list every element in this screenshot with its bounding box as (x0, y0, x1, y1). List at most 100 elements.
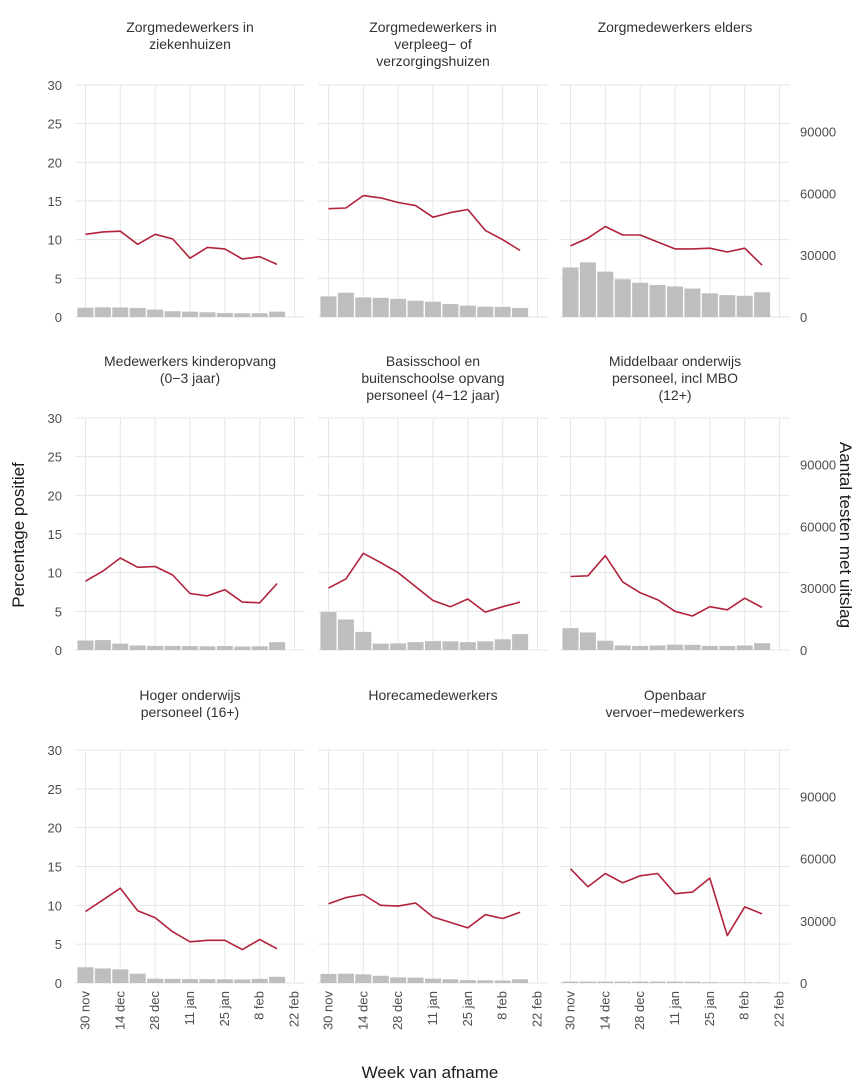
percent-positive-line (570, 225, 763, 266)
x-tick-label: 25 jan (702, 991, 717, 1026)
tests-bar (94, 640, 111, 650)
panel-title: Zorgmedewerkers in (126, 19, 254, 35)
y-tick-label-left: 15 (48, 527, 62, 542)
panel-title: personeel (16+) (141, 704, 239, 720)
tests-bar (579, 632, 596, 650)
tests-bar (390, 977, 407, 983)
tests-bar (355, 974, 372, 983)
y-tick-label-left: 10 (48, 566, 62, 581)
y-tick-label-left: 25 (48, 782, 62, 797)
tests-bar (181, 979, 199, 983)
tests-bar (579, 262, 596, 317)
tests-bar (269, 976, 286, 983)
panel-title: vervoer−medewerkers (606, 704, 745, 720)
tests-bar (147, 645, 164, 650)
y-tick-label-right: 0 (800, 643, 807, 658)
tests-bar (147, 978, 164, 983)
x-tick-label: 25 jan (460, 991, 475, 1026)
tests-bar (390, 298, 407, 317)
tests-bar (164, 645, 181, 650)
tests-bar (181, 646, 199, 650)
x-tick-label: 28 dec (390, 991, 405, 1031)
y-tick-label-left: 20 (48, 821, 62, 836)
tests-bar (77, 640, 94, 650)
tests-bar (129, 973, 146, 983)
panel-title: personeel (4−12 jaar) (366, 387, 499, 403)
tests-bar (337, 973, 354, 983)
tests-bar (614, 279, 631, 317)
x-axis-title: Week van afname (362, 1063, 499, 1082)
tests-bar (424, 978, 442, 983)
y-tick-label-right: 0 (800, 310, 807, 325)
tests-bar (562, 981, 579, 983)
tests-bar (320, 973, 337, 983)
x-tick-label: 14 dec (355, 991, 370, 1031)
tests-bar (216, 313, 233, 317)
panel-title: Zorgmedewerkers in (369, 19, 497, 35)
tests-bar (164, 311, 181, 317)
y-tick-label-right: 30000 (800, 581, 836, 596)
panel-3: Zorgmedewerkers elders 0 30000 60000 90000 (560, 19, 836, 325)
tests-bar (234, 979, 251, 983)
tests-bar (199, 646, 216, 650)
tests-bar (719, 982, 736, 983)
tests-bar (372, 975, 389, 983)
tests-bar (372, 297, 389, 317)
panel-title: ziekenhuizen (149, 36, 231, 52)
percent-positive-line (328, 194, 521, 252)
tests-bar (719, 645, 736, 650)
tests-bar (562, 628, 579, 650)
x-tick-label: 30 nov (320, 991, 335, 1031)
tests-bar (77, 967, 94, 983)
x-tick-label: 30 nov (562, 991, 577, 1031)
y-tick-label-left: 30 (48, 78, 62, 93)
y-tick-label-left: 15 (48, 860, 62, 875)
x-tick-label: 8 feb (737, 991, 752, 1020)
y-tick-label-left: 0 (55, 976, 62, 991)
panel-title: Middelbaar onderwijs (609, 353, 741, 369)
tests-bar (216, 979, 233, 983)
tests-bar (649, 645, 666, 650)
tests-bar (129, 307, 146, 317)
tests-bar (459, 305, 476, 317)
panel-title: buitenschoolse opvang (361, 370, 504, 386)
tests-bar (736, 645, 753, 650)
percent-positive-line (570, 554, 763, 617)
y-tick-label-right: 60000 (800, 852, 836, 867)
y-tick-label-left: 30 (48, 411, 62, 426)
tests-bar (164, 978, 181, 983)
y-tick-label-left: 30 (48, 743, 62, 758)
tests-bar (407, 642, 424, 650)
tests-bar (407, 977, 424, 983)
y-tick-label-right: 60000 (800, 519, 836, 534)
y-tick-label-left: 15 (48, 194, 62, 209)
tests-bar (372, 643, 389, 650)
x-tick-label: 22 feb (530, 991, 545, 1027)
panel-title: (0−3 jaar) (160, 370, 220, 386)
y-tick-label-left: 10 (48, 898, 62, 913)
panel-title: verzorgingshuizen (376, 53, 490, 69)
y-tick-label-left: 0 (55, 310, 62, 325)
tests-bar (424, 301, 442, 317)
tests-bar (754, 982, 771, 983)
percent-positive-line (328, 552, 521, 613)
tests-bar (579, 981, 596, 983)
tests-bar (666, 981, 684, 983)
y-tick-label-right: 90000 (800, 457, 836, 472)
panel-8: Horecamedewerkers 30 nov 14 dec 28 dec 11 ja… (318, 687, 548, 1030)
tests-bar (597, 271, 614, 317)
tests-bar (251, 646, 268, 650)
tests-bar (77, 307, 94, 317)
tests-bar (234, 646, 251, 650)
tests-bar (355, 631, 372, 650)
tests-bar (666, 644, 684, 650)
tests-bar (494, 980, 511, 983)
panel-title: Zorgmedewerkers elders (598, 19, 753, 35)
tests-bar (477, 980, 494, 983)
tests-bar (269, 311, 286, 317)
tests-bar (597, 981, 614, 983)
tests-bar (736, 295, 753, 317)
percent-positive-line (328, 893, 521, 929)
